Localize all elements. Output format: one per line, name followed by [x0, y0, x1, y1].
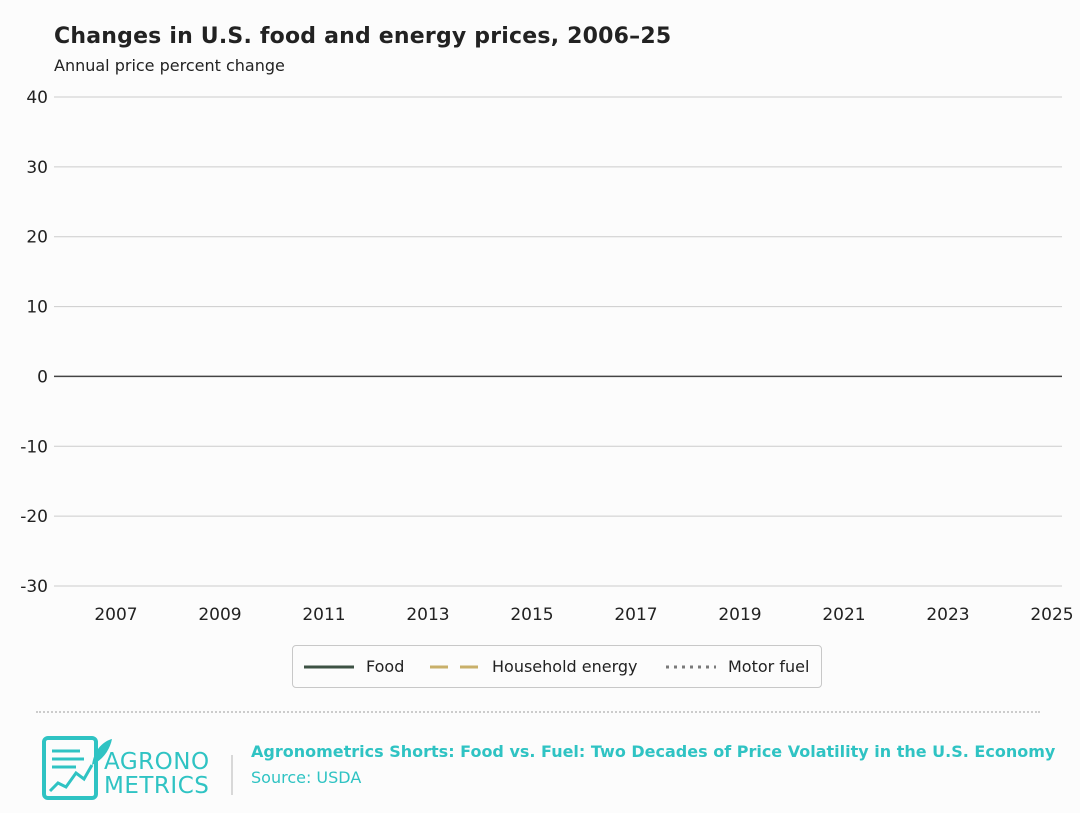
legend-label-household-energy: Household energy: [492, 657, 638, 676]
legend-label-food: Food: [366, 657, 405, 676]
x-tick-label: 2011: [302, 605, 345, 625]
x-tick-label: 2015: [510, 605, 553, 625]
y-tick-label: 10: [26, 298, 48, 318]
x-tick-label: 2017: [614, 605, 657, 625]
logo-separator: [231, 755, 233, 795]
legend-swatch-food: [304, 665, 354, 668]
x-tick-label: 2025: [1030, 605, 1073, 625]
logo-text-top: AGRONO: [104, 749, 210, 775]
chart-title: Changes in U.S. food and energy prices, …: [54, 24, 672, 49]
y-tick-label: -20: [20, 507, 48, 527]
y-tick-label: 30: [26, 158, 48, 178]
x-tick-label: 2007: [94, 605, 137, 625]
y-tick-label: 40: [26, 88, 48, 108]
x-tick-label: 2019: [718, 605, 761, 625]
legend-swatch-motor-fuel: [666, 665, 716, 668]
y-tick-label: -30: [20, 577, 48, 597]
footer-source: Source: USDA: [251, 768, 362, 787]
logo-chart-icon: [42, 736, 112, 800]
x-tick-label: 2013: [406, 605, 449, 625]
line-chart: 40 30 20 10 0 -10 -20 -30 2007 2009 2011 2013 2015 20…: [20, 88, 1073, 625]
x-tick-label: 2021: [822, 605, 865, 625]
chart-legend: Food Household energy Motor fuel: [292, 645, 822, 688]
legend-item-food: Food: [304, 646, 404, 687]
y-tick-label: 0: [37, 367, 48, 387]
legend-item-household-energy: Household energy: [430, 646, 638, 687]
agronometrics-logo: AGRONO METRICS: [42, 735, 214, 801]
y-tick-label: 20: [26, 228, 48, 248]
x-tick-label: 2009: [198, 605, 241, 625]
legend-label-motor-fuel: Motor fuel: [728, 657, 810, 676]
logo-text-bottom: METRICS: [104, 773, 210, 799]
y-tick-label: -10: [20, 437, 48, 457]
footer-title: Agronometrics Shorts: Food vs. Fuel: Two…: [251, 742, 1056, 761]
legend-item-motor-fuel: Motor fuel: [666, 646, 809, 687]
chart-subtitle: Annual price percent change: [54, 56, 285, 75]
x-tick-label: 2023: [926, 605, 969, 625]
footer-divider: [36, 711, 1040, 713]
legend-swatch-household-energy: [430, 665, 480, 668]
